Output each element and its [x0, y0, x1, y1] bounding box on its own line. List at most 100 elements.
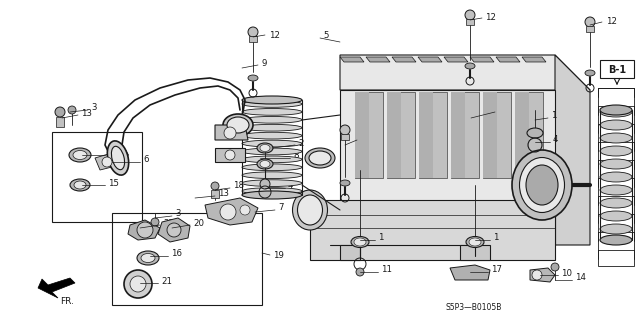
Circle shape	[532, 270, 542, 280]
Polygon shape	[95, 152, 120, 170]
Ellipse shape	[466, 236, 484, 248]
Bar	[586, 26, 594, 32]
Polygon shape	[355, 92, 369, 178]
Text: S5P3—B0105B: S5P3—B0105B	[445, 303, 501, 313]
Circle shape	[356, 268, 364, 276]
Ellipse shape	[600, 198, 632, 208]
Ellipse shape	[73, 151, 87, 160]
Circle shape	[224, 127, 236, 139]
Text: 8: 8	[293, 152, 298, 160]
Bar	[600, 60, 634, 78]
Circle shape	[248, 27, 258, 37]
Ellipse shape	[512, 150, 572, 220]
Ellipse shape	[257, 143, 273, 153]
Text: 15: 15	[108, 179, 119, 188]
Ellipse shape	[248, 75, 258, 81]
Polygon shape	[470, 57, 494, 62]
Ellipse shape	[257, 159, 273, 169]
Polygon shape	[483, 92, 511, 178]
Text: 1: 1	[493, 234, 499, 242]
Ellipse shape	[69, 148, 91, 162]
Ellipse shape	[242, 188, 302, 194]
Ellipse shape	[600, 105, 632, 115]
Text: 1: 1	[378, 234, 383, 242]
Text: 22: 22	[163, 219, 174, 227]
Ellipse shape	[223, 114, 253, 136]
Text: 3: 3	[91, 103, 97, 113]
Ellipse shape	[70, 179, 90, 191]
Ellipse shape	[108, 141, 129, 175]
Ellipse shape	[585, 70, 595, 76]
Ellipse shape	[527, 128, 543, 138]
Circle shape	[225, 150, 235, 160]
Ellipse shape	[242, 100, 302, 107]
Text: 7: 7	[278, 204, 284, 212]
Text: 16: 16	[108, 149, 119, 158]
Polygon shape	[515, 92, 529, 178]
Ellipse shape	[520, 158, 564, 212]
Polygon shape	[310, 200, 555, 260]
Polygon shape	[419, 92, 447, 178]
Bar	[211, 190, 219, 198]
Ellipse shape	[137, 251, 159, 265]
Text: 20: 20	[193, 219, 204, 227]
Bar	[56, 117, 64, 127]
Polygon shape	[215, 125, 248, 140]
Ellipse shape	[600, 133, 632, 143]
Ellipse shape	[242, 108, 302, 115]
Polygon shape	[340, 90, 555, 245]
Text: 16: 16	[171, 249, 182, 258]
Text: 4: 4	[288, 182, 294, 190]
Circle shape	[130, 276, 146, 292]
Ellipse shape	[600, 159, 632, 169]
Polygon shape	[522, 57, 546, 62]
Polygon shape	[366, 57, 390, 62]
Text: 12: 12	[269, 31, 280, 40]
Ellipse shape	[600, 107, 632, 117]
Ellipse shape	[242, 124, 302, 131]
Text: 12: 12	[606, 18, 617, 26]
Ellipse shape	[305, 148, 335, 168]
Polygon shape	[460, 245, 490, 260]
Text: 13: 13	[81, 108, 92, 117]
Ellipse shape	[354, 238, 366, 246]
Polygon shape	[340, 245, 360, 260]
Circle shape	[167, 223, 181, 237]
Ellipse shape	[600, 224, 632, 234]
Circle shape	[220, 204, 236, 220]
Text: 4: 4	[498, 106, 504, 115]
Circle shape	[260, 179, 270, 189]
Ellipse shape	[242, 180, 302, 187]
Polygon shape	[444, 57, 468, 62]
Polygon shape	[530, 268, 555, 282]
Polygon shape	[158, 218, 190, 242]
Polygon shape	[419, 92, 433, 178]
Text: 3: 3	[175, 210, 180, 219]
Text: 9: 9	[261, 58, 266, 68]
Circle shape	[465, 10, 475, 20]
Bar	[341, 134, 349, 140]
Polygon shape	[387, 92, 415, 178]
Circle shape	[124, 270, 152, 298]
Circle shape	[551, 263, 559, 271]
Ellipse shape	[526, 165, 558, 205]
Ellipse shape	[260, 160, 270, 167]
Polygon shape	[515, 92, 543, 178]
Ellipse shape	[469, 238, 481, 246]
Circle shape	[340, 125, 350, 135]
Text: 4: 4	[553, 136, 559, 145]
Ellipse shape	[340, 180, 350, 186]
Ellipse shape	[242, 148, 302, 155]
Text: 13: 13	[218, 189, 229, 198]
Ellipse shape	[74, 181, 86, 189]
Circle shape	[211, 182, 219, 190]
Ellipse shape	[600, 185, 632, 195]
Ellipse shape	[242, 116, 302, 123]
Text: 17: 17	[491, 265, 502, 275]
Ellipse shape	[242, 164, 302, 171]
Polygon shape	[355, 92, 383, 178]
Text: 10: 10	[561, 269, 572, 278]
Text: B-1: B-1	[608, 65, 626, 75]
Ellipse shape	[465, 63, 475, 69]
Bar	[466, 19, 474, 25]
